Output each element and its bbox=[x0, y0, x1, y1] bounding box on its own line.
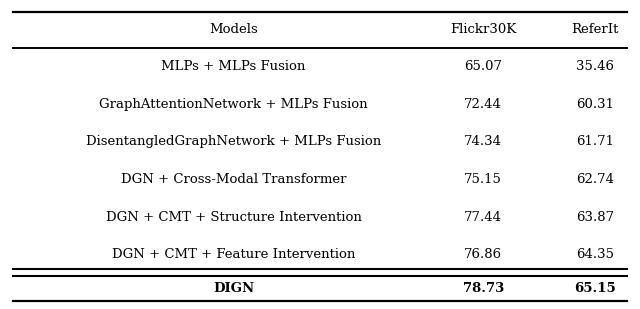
Text: ReferIt: ReferIt bbox=[572, 23, 619, 36]
Text: 60.31: 60.31 bbox=[576, 98, 614, 111]
Text: 75.15: 75.15 bbox=[464, 173, 502, 186]
Text: 78.73: 78.73 bbox=[463, 282, 504, 295]
Text: 77.44: 77.44 bbox=[464, 210, 502, 224]
Text: GraphAttentionNetwork + MLPs Fusion: GraphAttentionNetwork + MLPs Fusion bbox=[99, 98, 368, 111]
Text: 76.86: 76.86 bbox=[464, 248, 502, 261]
Text: DIGN: DIGN bbox=[213, 282, 254, 295]
Text: 65.15: 65.15 bbox=[574, 282, 616, 295]
Text: 35.46: 35.46 bbox=[576, 60, 614, 73]
Text: 61.71: 61.71 bbox=[576, 135, 614, 148]
Text: 64.35: 64.35 bbox=[576, 248, 614, 261]
Text: Flickr30K: Flickr30K bbox=[450, 23, 516, 36]
Text: DGN + CMT + Feature Intervention: DGN + CMT + Feature Intervention bbox=[112, 248, 355, 261]
Text: DGN + Cross-Modal Transformer: DGN + Cross-Modal Transformer bbox=[121, 173, 346, 186]
Text: Models: Models bbox=[209, 23, 258, 36]
Text: 74.34: 74.34 bbox=[464, 135, 502, 148]
Text: DisentangledGraphNetwork + MLPs Fusion: DisentangledGraphNetwork + MLPs Fusion bbox=[86, 135, 381, 148]
Text: 72.44: 72.44 bbox=[464, 98, 502, 111]
Text: 65.07: 65.07 bbox=[464, 60, 502, 73]
Text: MLPs + MLPs Fusion: MLPs + MLPs Fusion bbox=[161, 60, 306, 73]
Text: 62.74: 62.74 bbox=[576, 173, 614, 186]
Text: DGN + CMT + Structure Intervention: DGN + CMT + Structure Intervention bbox=[106, 210, 362, 224]
Text: 63.87: 63.87 bbox=[576, 210, 614, 224]
